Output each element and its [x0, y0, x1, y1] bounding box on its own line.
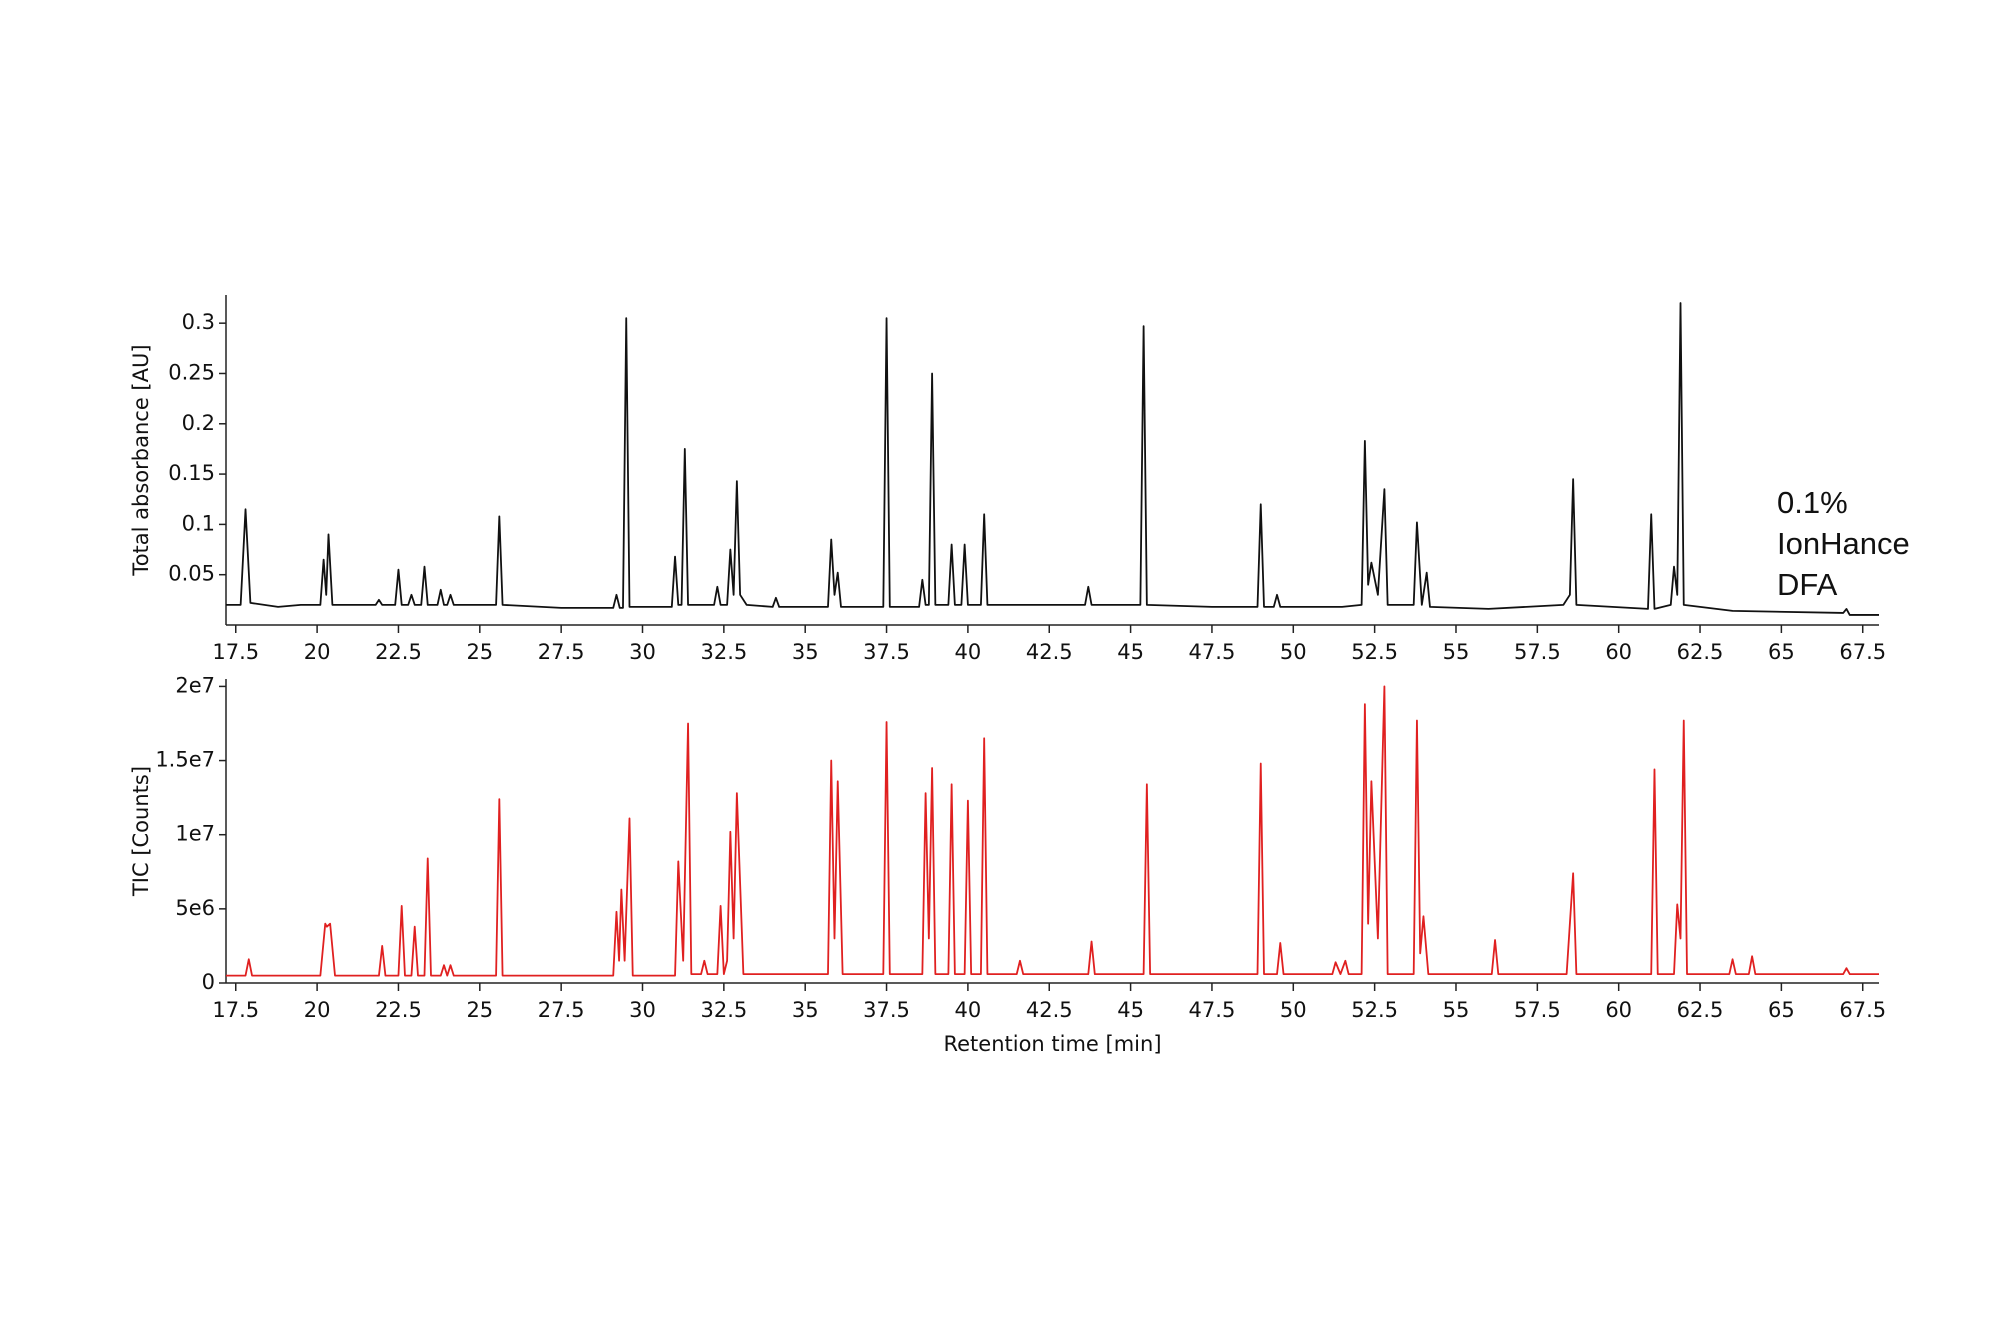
y-tick-label: 5e6: [175, 896, 215, 920]
x-tick-label: 65: [1768, 998, 1795, 1022]
x-tick-label: 65: [1768, 640, 1795, 664]
x-tick-label: 60: [1605, 640, 1632, 664]
x-tick-label: 32.5: [700, 640, 747, 664]
x-tick-label: 32.5: [700, 998, 747, 1022]
y-tick-label: 0.25: [168, 360, 215, 384]
y-axis-title: Total absorbance [AU]: [129, 344, 153, 576]
x-tick-label: 27.5: [538, 998, 585, 1022]
x-tick-label: 35: [792, 998, 819, 1022]
y-tick-label: 0.3: [182, 310, 215, 334]
x-tick-label: 25: [466, 998, 493, 1022]
x-tick-label: 52.5: [1351, 998, 1398, 1022]
x-tick-label: 62.5: [1677, 640, 1724, 664]
x-tick-label: 30: [629, 998, 656, 1022]
y-tick-label: 0.2: [182, 411, 215, 435]
y-tick-label: 2e7: [175, 673, 215, 697]
x-tick-label: 62.5: [1677, 998, 1724, 1022]
annotation: 0.1%: [1777, 485, 1848, 520]
x-tick-label: 22.5: [375, 640, 422, 664]
y-tick-label: 1e7: [175, 822, 215, 846]
x-tick-label: 50: [1280, 998, 1307, 1022]
y-tick-label: 0.15: [168, 461, 215, 485]
x-tick-label: 55: [1443, 998, 1470, 1022]
x-tick-label: 17.5: [212, 640, 259, 664]
x-tick-label: 20: [304, 998, 331, 1022]
x-tick-label: 45: [1117, 640, 1144, 664]
y-tick-label: 0: [202, 970, 215, 994]
x-tick-label: 42.5: [1026, 640, 1073, 664]
x-tick-label: 45: [1117, 998, 1144, 1022]
y-tick-label: 1.5e7: [155, 748, 215, 772]
x-tick-label: 17.5: [212, 998, 259, 1022]
x-tick-label: 40: [955, 998, 982, 1022]
y-tick-label: 0.1: [182, 511, 215, 535]
signal-line: [226, 685, 1879, 977]
y-axis-title: TIC [Counts]: [129, 766, 153, 897]
x-tick-label: 37.5: [863, 998, 910, 1022]
x-tick-label: 55: [1443, 640, 1470, 664]
x-tick-label: 30: [629, 640, 656, 664]
x-tick-label: 22.5: [375, 998, 422, 1022]
signal-line: [226, 302, 1879, 616]
x-axis-title: Retention time [min]: [943, 1032, 1161, 1056]
x-tick-label: 35: [792, 640, 819, 664]
x-tick-label: 27.5: [538, 640, 585, 664]
x-tick-label: 47.5: [1189, 998, 1236, 1022]
x-tick-label: 25: [466, 640, 493, 664]
x-tick-label: 40: [955, 640, 982, 664]
x-tick-label: 47.5: [1189, 640, 1236, 664]
x-tick-label: 57.5: [1514, 640, 1561, 664]
x-tick-label: 42.5: [1026, 998, 1073, 1022]
annotation: DFA: [1777, 567, 1838, 602]
x-tick-label: 57.5: [1514, 998, 1561, 1022]
x-tick-label: 20: [304, 640, 331, 664]
x-tick-label: 50: [1280, 640, 1307, 664]
x-tick-label: 67.5: [1839, 640, 1886, 664]
x-tick-label: 67.5: [1839, 998, 1886, 1022]
annotation: IonHance: [1777, 526, 1910, 561]
y-tick-label: 0.05: [168, 562, 215, 586]
x-tick-label: 37.5: [863, 640, 910, 664]
x-tick-label: 60: [1605, 998, 1632, 1022]
x-tick-label: 52.5: [1351, 640, 1398, 664]
